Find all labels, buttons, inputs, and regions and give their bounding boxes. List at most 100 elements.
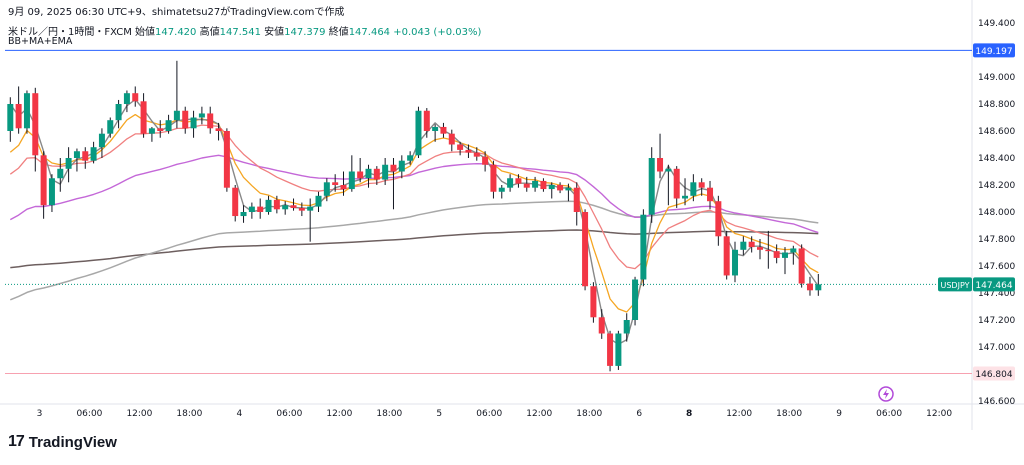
candle[interactable]: [432, 126, 439, 131]
candle[interactable]: [757, 247, 763, 250]
candle[interactable]: [123, 93, 130, 104]
candle[interactable]: [290, 205, 297, 208]
candle[interactable]: [107, 120, 114, 134]
candle[interactable]: [573, 187, 580, 212]
candle[interactable]: [340, 185, 347, 190]
candle[interactable]: [548, 185, 555, 190]
candle[interactable]: [398, 160, 405, 172]
candle[interactable]: [115, 104, 122, 121]
candle[interactable]: [715, 201, 722, 237]
candle[interactable]: [665, 168, 672, 172]
candle[interactable]: [465, 149, 472, 153]
candle[interactable]: [198, 113, 205, 118]
candle[interactable]: [98, 133, 105, 148]
candle[interactable]: [23, 93, 30, 129]
candle[interactable]: [423, 110, 430, 131]
candle[interactable]: [90, 147, 97, 161]
candle[interactable]: [215, 128, 222, 131]
candle[interactable]: [407, 155, 414, 161]
candle[interactable]: [740, 241, 747, 250]
candle[interactable]: [440, 126, 447, 134]
candle[interactable]: [373, 168, 380, 180]
candle[interactable]: [332, 182, 339, 185]
candle[interactable]: [7, 104, 14, 131]
candle[interactable]: [815, 284, 822, 291]
candle[interactable]: [623, 320, 630, 334]
candle[interactable]: [315, 195, 322, 207]
candle[interactable]: [307, 206, 314, 211]
candle[interactable]: [540, 180, 547, 190]
candle[interactable]: [32, 93, 39, 156]
candle[interactable]: [532, 180, 539, 188]
candle[interactable]: [698, 182, 705, 188]
candle[interactable]: [348, 171, 355, 190]
candle[interactable]: [565, 187, 572, 191]
candle[interactable]: [173, 110, 180, 121]
flash-icon[interactable]: [878, 386, 894, 402]
candle[interactable]: [73, 151, 80, 158]
candle[interactable]: [723, 236, 730, 276]
candle[interactable]: [40, 155, 47, 206]
candle[interactable]: [781, 252, 788, 258]
candle[interactable]: [390, 164, 397, 172]
candle[interactable]: [282, 205, 289, 210]
candle[interactable]: [148, 128, 155, 134]
candle[interactable]: [515, 178, 522, 184]
candle[interactable]: [790, 248, 797, 253]
candle[interactable]: [48, 178, 55, 206]
candle[interactable]: [457, 144, 464, 150]
indicator-legend[interactable]: BB+MA+EMA: [8, 36, 73, 47]
candle[interactable]: [365, 168, 372, 179]
candle[interactable]: [707, 187, 714, 202]
candle[interactable]: [640, 214, 647, 280]
candle[interactable]: [57, 168, 64, 179]
candle[interactable]: [415, 110, 422, 156]
symbol-label[interactable]: 米ドル／円・1時間・FXCM: [8, 27, 132, 38]
candle[interactable]: [15, 104, 22, 129]
candle[interactable]: [657, 158, 664, 172]
candle[interactable]: [806, 283, 813, 291]
candle[interactable]: [65, 158, 72, 169]
candle[interactable]: [615, 333, 622, 366]
candle[interactable]: [598, 317, 605, 334]
tradingview-logo[interactable]: 17 TradingView: [8, 433, 117, 451]
candle[interactable]: [382, 164, 389, 180]
candle[interactable]: [232, 187, 239, 217]
candle[interactable]: [498, 187, 505, 192]
candle[interactable]: [582, 212, 589, 287]
candle[interactable]: [765, 249, 772, 252]
candle[interactable]: [323, 182, 330, 196]
candle[interactable]: [607, 333, 614, 366]
candle[interactable]: [223, 131, 230, 188]
candle[interactable]: [732, 249, 739, 276]
candle[interactable]: [673, 168, 680, 199]
candle[interactable]: [690, 182, 697, 196]
candle[interactable]: [298, 207, 305, 211]
candle[interactable]: [648, 158, 655, 215]
symbol-tag[interactable]: [938, 277, 972, 292]
candle[interactable]: [482, 156, 489, 165]
candle[interactable]: [557, 185, 564, 191]
candle[interactable]: [507, 178, 514, 188]
candle[interactable]: [182, 110, 189, 129]
candle[interactable]: [590, 286, 597, 318]
candle[interactable]: [265, 199, 272, 212]
candle[interactable]: [257, 206, 264, 212]
candle[interactable]: [273, 199, 280, 210]
candle[interactable]: [773, 251, 780, 258]
candle[interactable]: [632, 279, 639, 321]
candle[interactable]: [490, 164, 497, 192]
candle[interactable]: [448, 133, 455, 145]
candle[interactable]: [748, 241, 755, 248]
candle[interactable]: [523, 183, 530, 188]
candle[interactable]: [473, 152, 480, 157]
candle[interactable]: [682, 195, 689, 199]
candle[interactable]: [132, 93, 139, 102]
candle[interactable]: [82, 151, 89, 161]
candle[interactable]: [165, 120, 172, 131]
candle[interactable]: [240, 212, 247, 217]
candle[interactable]: [157, 128, 164, 131]
candle[interactable]: [140, 101, 147, 134]
candle[interactable]: [248, 206, 255, 212]
